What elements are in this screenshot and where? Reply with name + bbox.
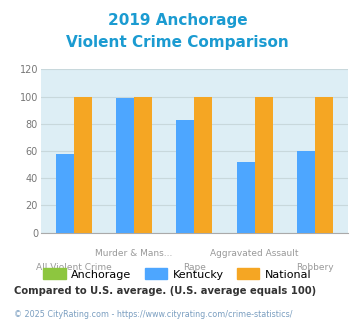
Bar bbox=[134, 97, 152, 233]
Bar bbox=[297, 151, 315, 233]
Text: 2019 Anchorage: 2019 Anchorage bbox=[108, 13, 247, 27]
Text: © 2025 CityRating.com - https://www.cityrating.com/crime-statistics/: © 2025 CityRating.com - https://www.city… bbox=[14, 310, 293, 319]
Bar bbox=[116, 98, 134, 233]
Bar bbox=[56, 154, 74, 233]
Text: All Violent Crime: All Violent Crime bbox=[36, 263, 112, 272]
Bar bbox=[74, 97, 92, 233]
Text: Rape: Rape bbox=[183, 263, 206, 272]
Bar bbox=[195, 97, 212, 233]
Bar bbox=[176, 120, 195, 233]
Text: Compared to U.S. average. (U.S. average equals 100): Compared to U.S. average. (U.S. average … bbox=[14, 286, 316, 296]
Bar bbox=[315, 97, 333, 233]
Text: Violent Crime Comparison: Violent Crime Comparison bbox=[66, 35, 289, 50]
Text: Robbery: Robbery bbox=[296, 263, 334, 272]
Text: Aggravated Assault: Aggravated Assault bbox=[210, 249, 299, 258]
Bar bbox=[255, 97, 273, 233]
Bar bbox=[236, 162, 255, 233]
Legend: Anchorage, Kentucky, National: Anchorage, Kentucky, National bbox=[39, 264, 316, 284]
Text: Murder & Mans...: Murder & Mans... bbox=[95, 249, 173, 258]
